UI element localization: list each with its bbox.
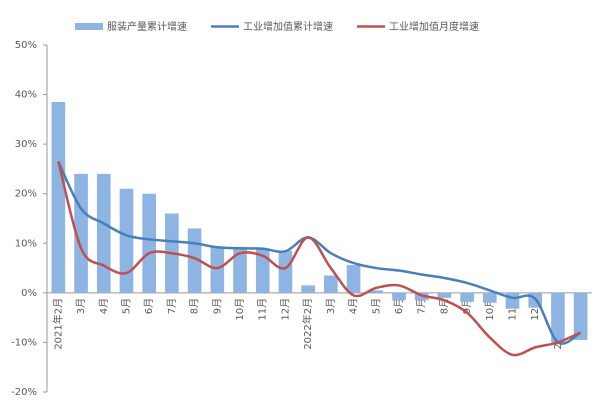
bar [233,248,247,293]
x-tick-label: 8月 [189,298,201,314]
bar [369,290,384,293]
bar [551,292,565,343]
bar [460,292,474,302]
line [57,161,582,357]
bar [505,292,520,309]
x-tick-label: 10月 [484,298,496,321]
x-tick-label: 10月 [234,298,246,321]
x-tick-label: 2021年2月 [51,298,64,350]
line [57,160,582,345]
y-tick-label: 50% [15,40,37,51]
x-tick-label: 4月 [348,298,360,314]
bar [119,188,134,293]
legend-label: 服装产量累计增速 [107,20,187,33]
x-tick-label: 6月 [143,298,155,314]
y-tick-label: -10% [11,337,37,348]
bar [142,193,156,293]
bar [346,265,361,293]
x-tick-label: 12月 [279,298,291,321]
bar [301,285,315,293]
bar [324,275,338,293]
bar [210,246,225,293]
x-tick-label: 6月 [393,298,405,314]
legend-label: 工业增加值月度增速 [389,20,479,33]
y-tick-label: -20% [11,387,37,398]
bar [392,292,406,301]
bar [483,292,497,303]
bar [255,249,270,293]
y-tick-label: 40% [15,90,37,101]
x-tick-label: 3月 [325,298,337,314]
bar [96,173,111,293]
x-tick-label: 2022年2月 [301,298,314,350]
y-tick-label: 0% [21,288,37,299]
bar [437,292,452,298]
x-tick-label: 7月 [166,298,178,314]
y-tick-label: 10% [15,238,37,249]
y-tick-label: 30% [15,139,37,150]
x-tick-label: 7月 [416,298,428,314]
y-tick-label: 20% [15,189,37,200]
x-tick-label: 9月 [211,298,223,314]
legend-label: 工业增加值累计增速 [243,20,333,33]
x-tick-label: 5月 [370,298,382,314]
bar [278,250,293,293]
x-tick-label: 5月 [120,298,132,314]
bar [51,102,66,293]
x-tick-label: 3月 [75,298,87,314]
x-tick-label: 11月 [257,298,269,321]
x-tick-label: 4月 [98,298,110,314]
legend-swatch [75,23,103,30]
bar [573,292,588,340]
